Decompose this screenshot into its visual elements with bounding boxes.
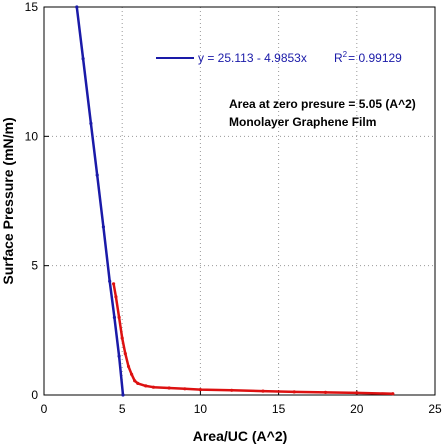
- x-axis-title: Area/UC (A^2): [193, 428, 288, 444]
- y-tick-label: 10: [25, 129, 39, 143]
- series-2-line: [112, 282, 395, 395]
- series-2-point: [323, 390, 328, 394]
- series-2-point: [261, 389, 265, 393]
- y-axis-title: Surface Pressure (mN/m): [0, 117, 16, 284]
- y-axis-ticks: 0 5 10 15: [25, 0, 49, 402]
- series-1-point: [108, 279, 112, 283]
- y-tick-label: 0: [31, 388, 38, 402]
- plot-frame: [43, 6, 436, 396]
- fit-r2-label: R2= 0.99129: [334, 50, 402, 65]
- fit-equation-label: y = 25.113 - 4.9853x: [198, 51, 307, 65]
- series-1-point: [95, 173, 99, 177]
- series-2-point: [355, 391, 359, 395]
- x-tick-label: 10: [194, 402, 208, 416]
- series-2-point: [292, 390, 296, 394]
- series-2-point: [230, 388, 234, 392]
- x-axis-ticks: 0 5 10 15 20 25: [41, 390, 442, 416]
- series-2-point: [123, 352, 127, 356]
- series-2-point: [167, 386, 171, 390]
- series-1-point: [121, 393, 125, 397]
- series-2-point: [133, 379, 137, 383]
- annotation-zero-pressure-area: Area at zero presure = 5.05 (A^2): [229, 97, 416, 111]
- y-tick-label: 5: [31, 259, 38, 273]
- x-tick-label: 5: [119, 402, 126, 416]
- series-1-point: [112, 315, 116, 319]
- data-series: [75, 5, 395, 397]
- x-tick-label: 25: [428, 402, 442, 416]
- series-1-point: [81, 57, 85, 61]
- series-1-point: [117, 354, 121, 358]
- series-2-point: [183, 387, 187, 391]
- series-2-point: [198, 388, 202, 392]
- y-tick-label: 15: [25, 0, 39, 14]
- series-2-point: [126, 364, 131, 369]
- series-2-point: [391, 392, 395, 396]
- x-tick-label: 15: [272, 402, 286, 416]
- series-1-point: [75, 5, 79, 9]
- series-2-point: [112, 282, 116, 286]
- series-2-point: [130, 372, 134, 376]
- series-2-point: [144, 384, 148, 388]
- series-2-point: [120, 336, 124, 340]
- grid-lines: [44, 7, 435, 395]
- x-tick-label: 20: [350, 402, 364, 416]
- series-1-line: [75, 5, 125, 397]
- x-tick-label: 0: [41, 402, 48, 416]
- series-1-point: [101, 225, 105, 229]
- series-2-point: [136, 381, 140, 385]
- series-2-point: [151, 385, 156, 389]
- series-1-point: [89, 121, 93, 125]
- series-2-point: [117, 315, 121, 319]
- series-2-point: [114, 295, 118, 299]
- annotation-film-type: Monolayer Graphene Film: [229, 115, 376, 129]
